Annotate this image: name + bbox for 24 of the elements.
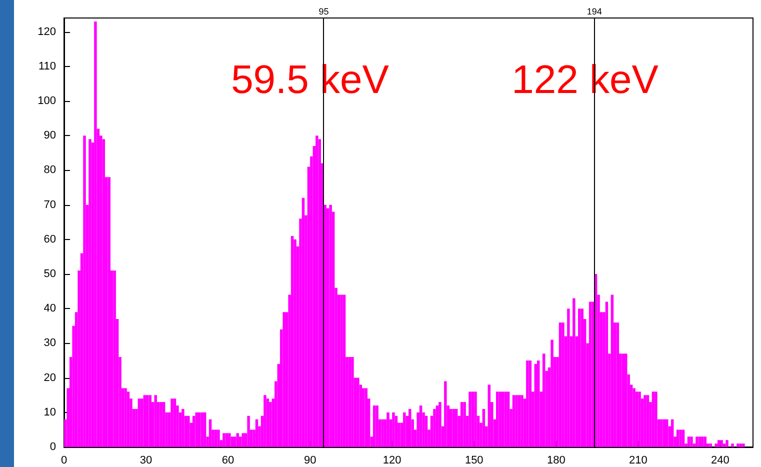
x-tick-label: 0 [60, 454, 68, 466]
y-tick-label: 70 [44, 198, 56, 211]
x-tick-label: 30 [140, 454, 152, 466]
y-tick-label: 30 [44, 337, 56, 350]
y-tick-label: 40 [44, 302, 56, 315]
x-tick-label: 120 [382, 454, 402, 466]
y-tick-label: 110 [38, 60, 56, 72]
x-tick-label: 210 [628, 454, 648, 466]
x-tick-label: 240 [711, 454, 730, 466]
y-tick-label: 0 [50, 441, 56, 453]
ref-line-label: 95 [318, 6, 329, 16]
x-tick-label: 180 [546, 454, 566, 466]
y-tick-label: 20 [44, 372, 56, 384]
x-tick-label: 90 [304, 454, 316, 466]
ref-line-label: 194 [586, 6, 602, 16]
y-tick-label: 100 [38, 95, 56, 108]
y-tick-label: 80 [44, 164, 56, 176]
y-tick-label: 90 [44, 130, 56, 142]
y-tick-label: 50 [44, 268, 56, 280]
y-tick-label: 60 [44, 233, 56, 246]
y-tick-label: 120 [38, 26, 56, 38]
x-tick-label: 60 [222, 454, 234, 466]
y-tick-label: 10 [44, 406, 56, 418]
x-tick-label: 150 [464, 454, 484, 466]
